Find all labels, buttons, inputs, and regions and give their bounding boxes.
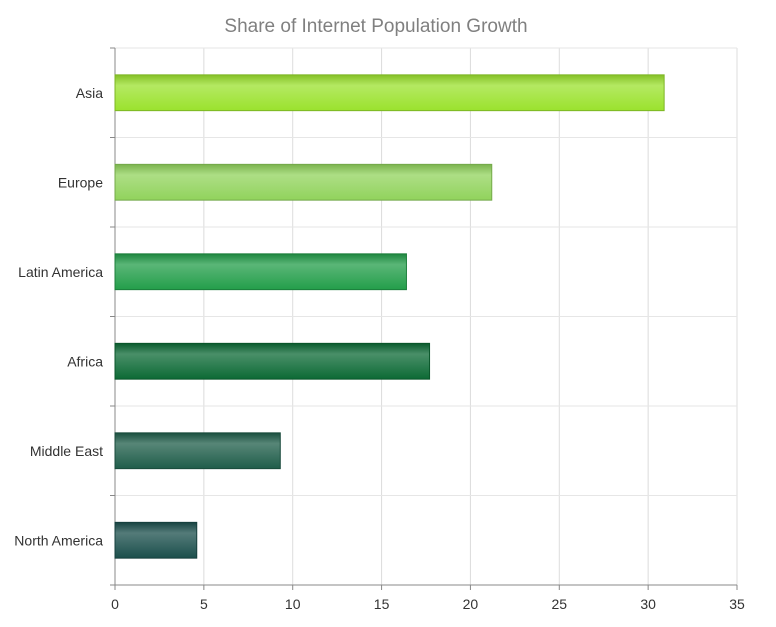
category-label: Latin America: [18, 264, 103, 280]
axes: [110, 47, 738, 590]
category-label: North America: [14, 532, 103, 548]
x-tick-label: 35: [729, 596, 745, 612]
bars: [114, 74, 665, 559]
x-tick-label: 20: [463, 596, 479, 612]
chart-title: Share of Internet Population Growth: [224, 16, 527, 37]
bar-europe: [114, 163, 493, 201]
category-label: Middle East: [30, 443, 103, 459]
x-tick-labels: 0 5 10 15 20 25 30 35: [111, 596, 745, 612]
x-tick-label: 10: [285, 596, 301, 612]
x-tick-label: 0: [111, 596, 119, 612]
bar-north-america: [114, 521, 198, 559]
x-tick-label: 25: [551, 596, 567, 612]
bar-africa: [114, 342, 431, 380]
grid-lines: [115, 47, 738, 585]
x-tick-label: 30: [640, 596, 656, 612]
bar-asia: [114, 74, 665, 112]
bar-latin-america: [114, 253, 407, 291]
category-label: Asia: [76, 85, 103, 101]
x-tick-label: 15: [374, 596, 390, 612]
category-label: Africa: [67, 353, 103, 369]
x-tick-label: 5: [200, 596, 208, 612]
category-label: Europe: [58, 174, 103, 190]
bar-middle-east: [114, 432, 281, 470]
category-labels: Asia Europe Latin America Africa Middle East…: [14, 85, 103, 549]
